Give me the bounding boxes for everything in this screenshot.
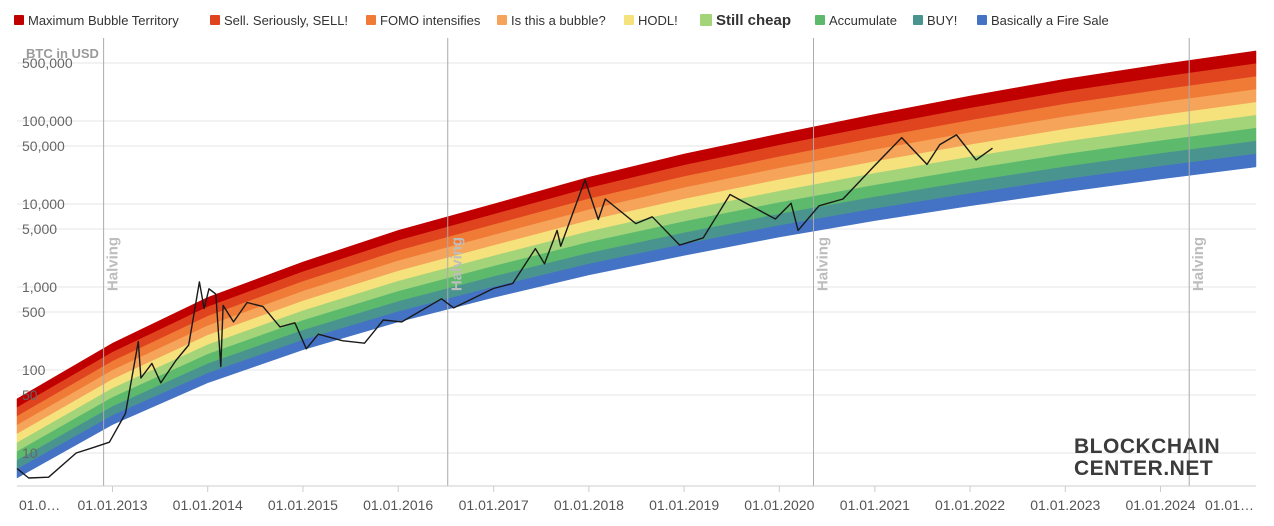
- legend-swatch: [210, 15, 220, 25]
- legend-label: BUY!: [927, 12, 958, 28]
- x-tick-label: 01.01…: [1205, 497, 1254, 513]
- y-tick-label: 50: [22, 387, 38, 403]
- legend-item-fomo[interactable]: FOMO intensifies: [366, 12, 480, 28]
- halving-label: Halving: [1190, 237, 1207, 291]
- y-axis-labels: 500,000 100,000 50,000 10,000 5,000 1,000 500 1…: [22, 55, 73, 461]
- legend-label: Accumulate: [829, 12, 897, 28]
- legend-item-still-cheap[interactable]: Still cheap: [700, 11, 792, 29]
- legend-item-bubble[interactable]: Is this a bubble?: [497, 12, 606, 28]
- legend-swatch: [700, 14, 712, 26]
- y-tick-label: 500: [22, 304, 46, 320]
- x-tick-label: 01.01.2022: [935, 497, 1005, 513]
- band-9: [16, 153, 1257, 479]
- x-tick-label: 01.01.2019: [649, 497, 719, 513]
- x-tick-label: 01.01.2018: [554, 497, 624, 513]
- y-tick-label: 10: [22, 445, 38, 461]
- legend-item-fire-sale[interactable]: Basically a Fire Sale: [977, 12, 1109, 28]
- logo-line-1: BLOCKCHAIN: [1074, 435, 1221, 458]
- x-tick-label: 01.0…: [19, 497, 60, 513]
- y-tick-label: 50,000: [22, 138, 65, 154]
- x-tick-label: 01.01.2014: [173, 497, 243, 513]
- legend-label: Still cheap: [716, 11, 792, 29]
- btc-price-line: [16, 134, 993, 479]
- legend-item-maximum-bubble[interactable]: Maximum Bubble Territory: [14, 12, 179, 28]
- y-tick-label: 500,000: [22, 55, 73, 71]
- legend-swatch: [366, 15, 376, 25]
- legend-label: Sell. Seriously, SELL!: [224, 12, 349, 28]
- y-tick-label: 100: [22, 362, 46, 378]
- legend-label: FOMO intensifies: [380, 12, 481, 28]
- legend-swatch: [497, 15, 507, 25]
- logo-line-2: CENTER.NET: [1074, 457, 1214, 480]
- halving-label: Halving: [449, 237, 466, 291]
- halving-label: Halving: [105, 237, 122, 291]
- legend-swatch: [815, 15, 825, 25]
- legend-swatch: [977, 15, 987, 25]
- chart-legend: Maximum Bubble Territory Sell. Seriously…: [0, 0, 1274, 36]
- x-tick-label: 01.01.2016: [363, 497, 433, 513]
- legend-label: Basically a Fire Sale: [991, 12, 1109, 28]
- halving-lines: Halving Halving Halving Halving: [103, 38, 1207, 486]
- legend-label: Is this a bubble?: [511, 12, 606, 28]
- y-tick-label: 10,000: [22, 196, 65, 212]
- y-tick-label: 5,000: [22, 221, 57, 237]
- x-tick-label: 01.01.2024: [1125, 497, 1195, 513]
- y-axis-title: BTC in USD: [26, 46, 99, 61]
- legend-item-buy[interactable]: BUY!: [913, 12, 957, 28]
- legend-item-sell[interactable]: Sell. Seriously, SELL!: [210, 12, 348, 28]
- y-tick-label: 1,000: [22, 279, 57, 295]
- legend-label: HODL!: [638, 12, 678, 28]
- price-series: [16, 134, 993, 479]
- legend-swatch: [913, 15, 923, 25]
- legend-item-hodl[interactable]: HODL!: [624, 12, 678, 28]
- x-tick-label: 01.01.2015: [268, 497, 338, 513]
- y-tick-label: 100,000: [22, 113, 73, 129]
- legend-label: Maximum Bubble Territory: [28, 12, 179, 28]
- halving-label: Halving: [815, 237, 832, 291]
- legend-swatch: [14, 15, 24, 25]
- x-tick-label: 01.01.2013: [77, 497, 147, 513]
- x-tick-label: 01.01.2017: [459, 497, 529, 513]
- x-tick-label: 01.01.2021: [840, 497, 910, 513]
- legend-swatch: [624, 15, 634, 25]
- x-tick-label: 01.01.2023: [1030, 497, 1100, 513]
- rainbow-bands: [16, 50, 1257, 479]
- x-axis-labels: 01.0… 01.01.2013 01.01.2014 01.01.2015 01.01…: [19, 486, 1254, 513]
- blockchaincenter-logo: BLOCKCHAIN CENTER.NET: [1074, 436, 1234, 480]
- x-tick-label: 01.01.2020: [744, 497, 814, 513]
- legend-item-accumulate[interactable]: Accumulate: [815, 12, 897, 28]
